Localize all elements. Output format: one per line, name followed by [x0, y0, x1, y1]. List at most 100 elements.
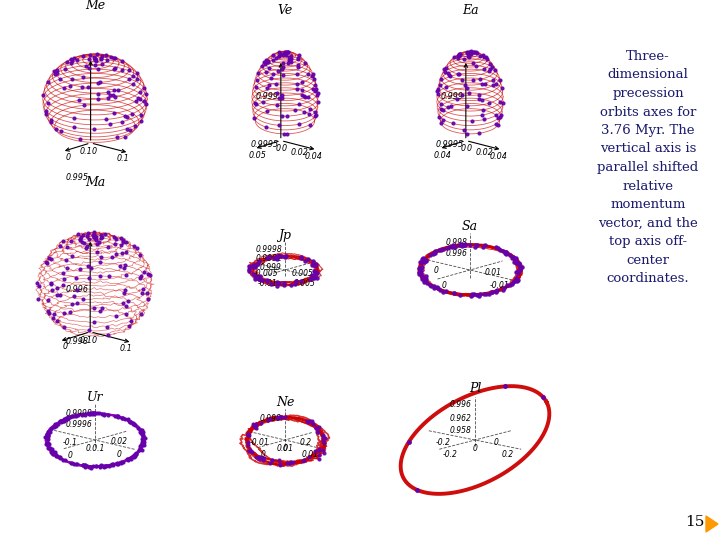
Point — [308, 267, 320, 275]
Point — [96, 52, 108, 60]
Point — [466, 292, 477, 300]
Point — [267, 70, 279, 78]
Point — [312, 268, 323, 277]
Point — [135, 428, 147, 437]
Point — [134, 88, 145, 97]
Point — [414, 258, 426, 266]
Point — [242, 430, 253, 439]
Text: 0.958: 0.958 — [450, 426, 472, 435]
Point — [138, 432, 149, 441]
Point — [492, 121, 504, 130]
Point — [134, 428, 145, 436]
Point — [318, 439, 330, 448]
Point — [42, 430, 53, 439]
Point — [258, 57, 270, 66]
Point — [279, 49, 291, 58]
Point — [318, 449, 330, 457]
Point — [135, 442, 146, 450]
Point — [42, 78, 53, 86]
Point — [84, 51, 96, 60]
Point — [248, 114, 260, 123]
Point — [464, 49, 476, 58]
Text: Ne: Ne — [276, 395, 294, 408]
Point — [46, 448, 58, 457]
Point — [47, 449, 58, 458]
Point — [312, 446, 324, 455]
Point — [310, 423, 322, 432]
Point — [136, 440, 148, 448]
Point — [296, 91, 307, 99]
Point — [110, 235, 122, 244]
Point — [94, 409, 105, 417]
Point — [255, 418, 266, 427]
Point — [468, 76, 480, 84]
Point — [452, 53, 464, 62]
Point — [119, 285, 130, 294]
Text: Jp: Jp — [279, 228, 292, 241]
Point — [48, 67, 60, 76]
Point — [112, 412, 124, 421]
Point — [51, 452, 63, 461]
Point — [53, 453, 65, 462]
Point — [464, 49, 476, 58]
Point — [74, 235, 86, 244]
Point — [453, 241, 464, 249]
Point — [39, 433, 50, 441]
Text: 0: 0 — [472, 444, 477, 453]
Point — [307, 85, 319, 94]
Point — [470, 241, 482, 249]
Point — [243, 438, 254, 447]
Point — [285, 280, 297, 289]
Point — [501, 281, 513, 289]
Point — [267, 56, 279, 65]
Point — [432, 90, 444, 98]
Point — [462, 47, 473, 56]
Point — [135, 111, 147, 119]
Point — [308, 75, 320, 83]
Point — [68, 292, 80, 301]
Point — [137, 431, 148, 440]
Point — [479, 80, 490, 89]
Point — [92, 94, 104, 103]
Point — [461, 84, 472, 92]
Point — [83, 55, 94, 64]
Point — [42, 306, 54, 315]
Point — [251, 99, 262, 108]
Point — [257, 98, 269, 106]
Text: 0: 0 — [65, 153, 71, 162]
Point — [303, 110, 315, 118]
Point — [302, 69, 314, 78]
Point — [87, 231, 99, 239]
Point — [256, 62, 268, 71]
Point — [266, 74, 277, 83]
Point — [419, 277, 431, 286]
Text: 0.0.1: 0.0.1 — [85, 444, 104, 453]
Point — [94, 272, 106, 280]
Point — [254, 272, 266, 280]
Point — [102, 88, 113, 97]
Point — [319, 433, 330, 442]
Point — [77, 461, 89, 470]
Point — [89, 55, 101, 63]
Point — [42, 438, 53, 447]
Point — [248, 421, 260, 430]
Point — [106, 252, 117, 261]
Point — [500, 248, 511, 257]
Point — [243, 429, 254, 438]
Point — [474, 290, 485, 299]
Point — [100, 51, 112, 60]
Point — [463, 51, 474, 59]
Point — [274, 121, 285, 130]
Point — [498, 99, 509, 107]
Point — [436, 99, 447, 108]
Point — [495, 110, 506, 119]
Point — [56, 416, 68, 425]
Point — [84, 64, 95, 72]
Point — [248, 260, 259, 269]
Point — [307, 273, 319, 282]
Point — [490, 243, 502, 252]
Point — [44, 428, 55, 436]
Point — [143, 294, 154, 303]
Point — [47, 448, 58, 456]
Point — [96, 59, 108, 68]
